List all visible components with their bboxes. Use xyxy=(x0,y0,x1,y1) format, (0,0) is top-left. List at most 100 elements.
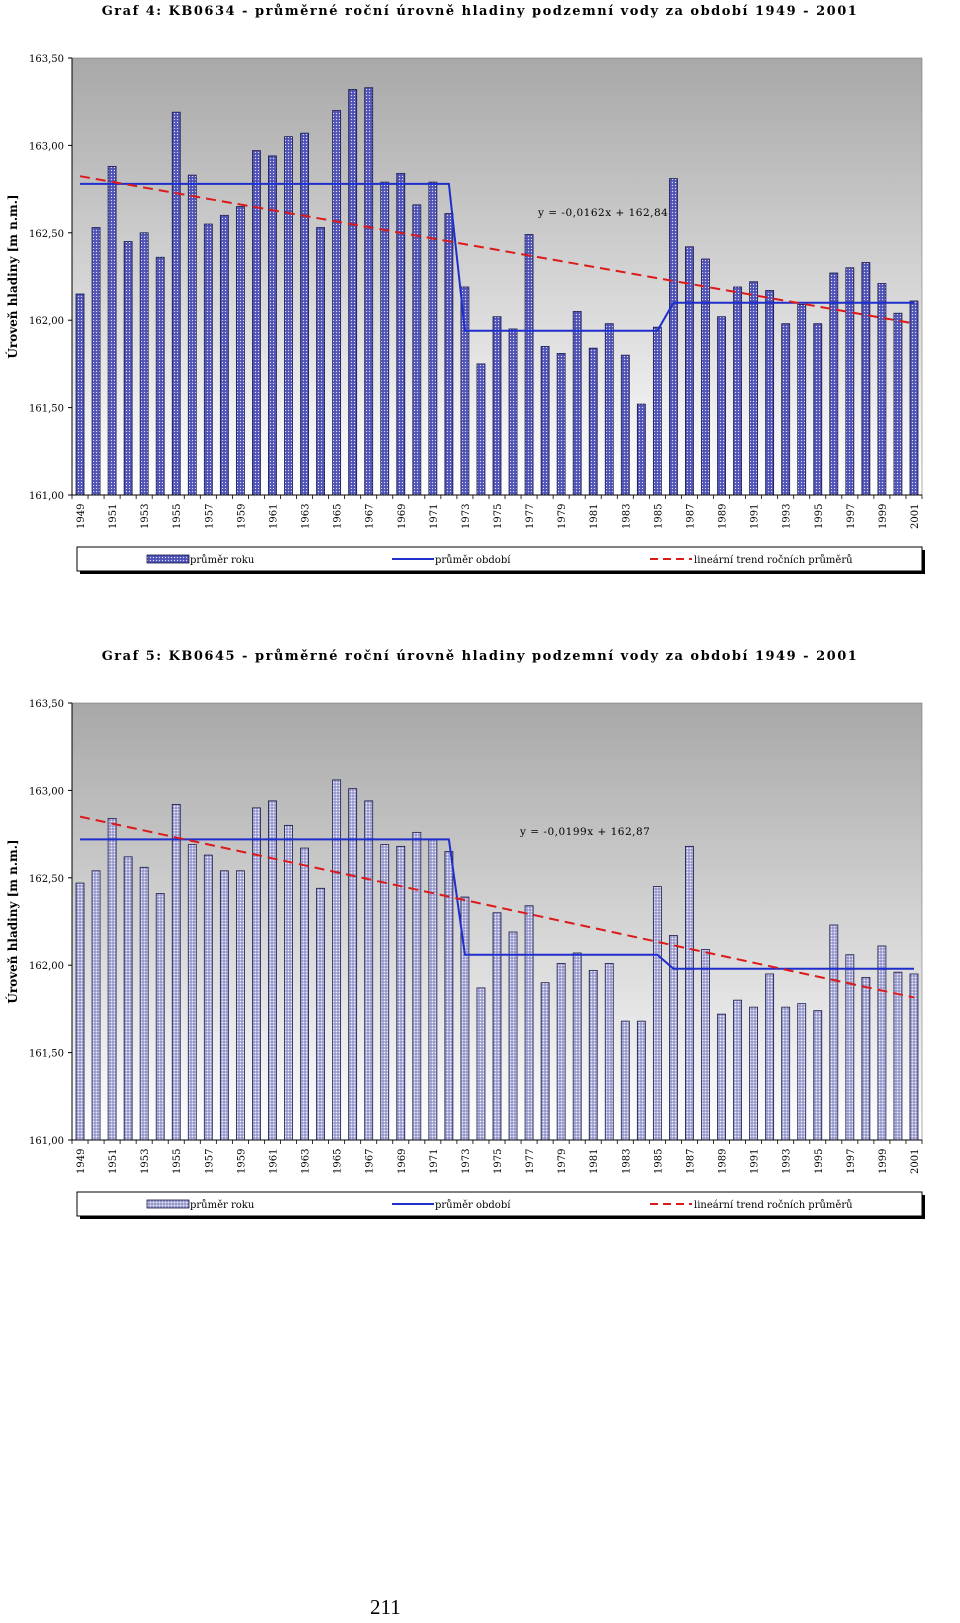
bar xyxy=(219,214,229,496)
x-tick-label: 1959 xyxy=(236,1149,247,1174)
bar xyxy=(588,970,598,1141)
x-tick-label: 1973 xyxy=(461,1149,472,1174)
bar xyxy=(508,328,518,496)
y-tick-label: 162,50 xyxy=(29,229,64,240)
x-tick-label: 1953 xyxy=(140,1149,151,1174)
bar xyxy=(492,316,502,496)
bar xyxy=(733,286,742,496)
x-tick-label: 1981 xyxy=(589,1149,600,1174)
bar xyxy=(187,174,197,496)
bar xyxy=(155,256,165,496)
x-tick-label: 1985 xyxy=(653,1149,664,1174)
bar xyxy=(139,232,149,496)
x-tick-label: 1965 xyxy=(333,1149,344,1174)
x-tick-label: 1977 xyxy=(525,1149,536,1174)
chart-svg: 163,50 163,00 162,50 162,00 161,50 161,00 Úrov… xyxy=(4,699,925,1219)
bar xyxy=(428,838,438,1141)
bar xyxy=(91,870,101,1141)
y-tick-label: 163,00 xyxy=(29,141,64,152)
x-tick-label: 1953 xyxy=(140,504,151,529)
bar xyxy=(813,1010,823,1141)
bar xyxy=(123,241,133,496)
bar xyxy=(717,316,726,496)
x-tick-label: 1955 xyxy=(172,504,183,529)
bar xyxy=(396,845,406,1141)
bar xyxy=(476,987,486,1141)
bar xyxy=(396,172,406,496)
bar xyxy=(636,403,646,496)
bar xyxy=(877,283,887,496)
bar xyxy=(620,354,630,496)
bar xyxy=(893,312,903,496)
chart-svg: 163,50 163,00 162,50 162,00 161,50 161,00 Úrov… xyxy=(4,54,925,574)
bar xyxy=(717,1013,726,1141)
bar xyxy=(749,281,759,496)
bar xyxy=(797,1003,807,1141)
bar xyxy=(572,952,582,1141)
bar xyxy=(252,807,261,1141)
x-tick-label: 1993 xyxy=(782,1149,793,1174)
bar xyxy=(284,824,293,1141)
bar xyxy=(444,851,454,1141)
bar xyxy=(524,905,534,1141)
bar xyxy=(412,204,422,496)
x-tick-label: 1991 xyxy=(750,504,761,529)
bar xyxy=(636,1020,646,1141)
bar xyxy=(348,788,358,1141)
bar xyxy=(813,323,823,496)
legend-label: lineární trend ročních průměrů xyxy=(694,1199,853,1211)
bar xyxy=(877,945,887,1141)
legend-swatch-bar xyxy=(146,1199,190,1209)
legend-label: průměr období xyxy=(435,1199,511,1211)
legend-label: průměr roku xyxy=(190,1199,255,1211)
x-tick-label: 1993 xyxy=(782,504,793,529)
period-mean-line xyxy=(80,182,914,332)
bar xyxy=(332,110,342,496)
x-tick-label: 1971 xyxy=(429,504,440,529)
bar xyxy=(412,831,422,1141)
bar xyxy=(652,886,662,1141)
x-tick-label: 1973 xyxy=(461,504,472,529)
bar xyxy=(75,293,85,496)
bar xyxy=(749,1006,759,1141)
bar xyxy=(75,882,85,1141)
bar xyxy=(765,973,775,1141)
x-tick-label: 1983 xyxy=(621,1149,632,1174)
bar xyxy=(556,963,566,1141)
x-tick-label: 1997 xyxy=(846,1149,857,1174)
x-tick-label: 1957 xyxy=(204,1149,215,1174)
bar xyxy=(540,982,550,1141)
bar xyxy=(588,347,598,496)
bar xyxy=(171,111,181,496)
bar xyxy=(508,931,518,1141)
bar xyxy=(861,977,871,1141)
bar xyxy=(380,844,390,1141)
bar xyxy=(781,323,791,496)
x-tick-label: 1987 xyxy=(685,1149,696,1174)
bar xyxy=(733,999,742,1141)
y-tick-label: 161,50 xyxy=(29,404,64,415)
x-tick-label: 1975 xyxy=(493,504,504,529)
x-tick-label: 1959 xyxy=(236,504,247,529)
bar xyxy=(123,856,133,1141)
x-tick-label: 1967 xyxy=(365,1149,376,1174)
chart-title: Graf 4: KB0634 - průměrné roční úrovně h… xyxy=(101,4,859,19)
chart-title: Graf 5: KB0645 - průměrné roční úrovně h… xyxy=(101,649,859,664)
bar xyxy=(252,150,261,496)
x-tick-label: 1967 xyxy=(365,504,376,529)
y-tick-label: 162,00 xyxy=(29,316,64,327)
bar xyxy=(701,258,710,496)
bar xyxy=(572,311,582,496)
bar xyxy=(187,844,197,1141)
y-tick-label: 163,00 xyxy=(29,786,64,797)
bar xyxy=(540,346,550,496)
x-tick-label: 1985 xyxy=(653,504,664,529)
bar xyxy=(556,353,566,496)
bar xyxy=(316,887,325,1141)
bar xyxy=(476,363,486,496)
y-tick-label: 161,00 xyxy=(29,491,64,502)
bar xyxy=(284,136,293,496)
x-tick-label: 1997 xyxy=(846,504,857,529)
legend-box xyxy=(76,546,923,572)
x-tick-label: 1961 xyxy=(268,1149,279,1174)
